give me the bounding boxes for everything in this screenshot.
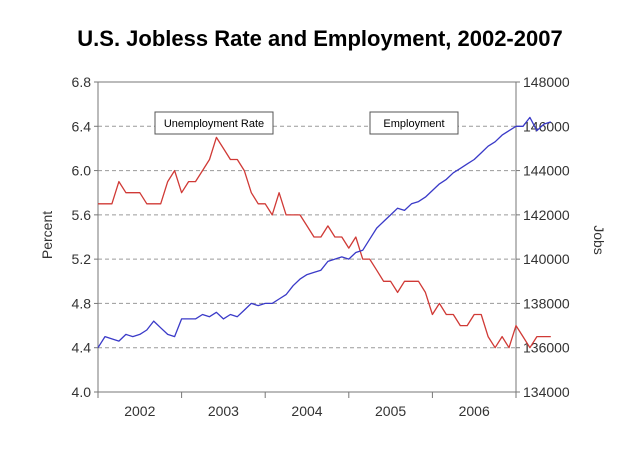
right-tick-label: 138000 <box>523 295 570 311</box>
y-axis-label-right: Jobs <box>591 225 607 255</box>
left-tick-label: 4.0 <box>72 384 92 400</box>
annotation-unemployment: Unemployment Rate <box>154 111 274 135</box>
left-tick-label: 4.8 <box>72 295 92 311</box>
x-axis-ticks: 2002 2003 2004 2005 2006 <box>97 392 517 419</box>
left-tick-label: 5.2 <box>72 251 92 267</box>
left-tick-label: 4.4 <box>72 340 92 356</box>
annotation-employment-label: Employment <box>383 118 444 130</box>
left-tick-label: 5.6 <box>72 207 92 223</box>
right-tick-label: 134000 <box>523 384 570 400</box>
y-axis-label-left: Percent <box>39 211 55 259</box>
annotation-unemployment-label: Unemployment Rate <box>164 118 264 130</box>
series-line-unemployment-rate <box>98 136 551 349</box>
right-axis-ticks: 134000 136000 138000 140000 142000 144000 1460… <box>516 74 570 400</box>
x-tick-label: 2003 <box>208 403 239 419</box>
x-tick-label: 2006 <box>459 403 490 419</box>
x-tick-label: 2005 <box>375 403 406 419</box>
x-tick-label: 2002 <box>124 403 155 419</box>
right-tick-label: 144000 <box>523 163 570 179</box>
left-tick-label: 6.4 <box>72 118 92 134</box>
plot-frame <box>97 81 517 393</box>
series-lines <box>97 116 551 349</box>
left-axis-ticks: 4.0 4.4 4.8 5.2 5.6 6.0 6.4 6.8 <box>72 74 98 400</box>
annotation-employment: Employment <box>369 111 459 135</box>
series-line-employment <box>97 116 551 349</box>
right-tick-label: 142000 <box>523 207 570 223</box>
chart-title: U.S. Jobless Rate and Employment, 2002-2… <box>77 26 563 51</box>
right-tick-label: 136000 <box>523 340 570 356</box>
left-tick-label: 6.8 <box>72 74 92 90</box>
right-tick-label: 148000 <box>523 74 570 90</box>
right-tick-label: 146000 <box>523 118 570 134</box>
x-tick-label: 2004 <box>291 403 322 419</box>
left-tick-label: 6.0 <box>72 163 92 179</box>
right-tick-label: 140000 <box>523 251 570 267</box>
